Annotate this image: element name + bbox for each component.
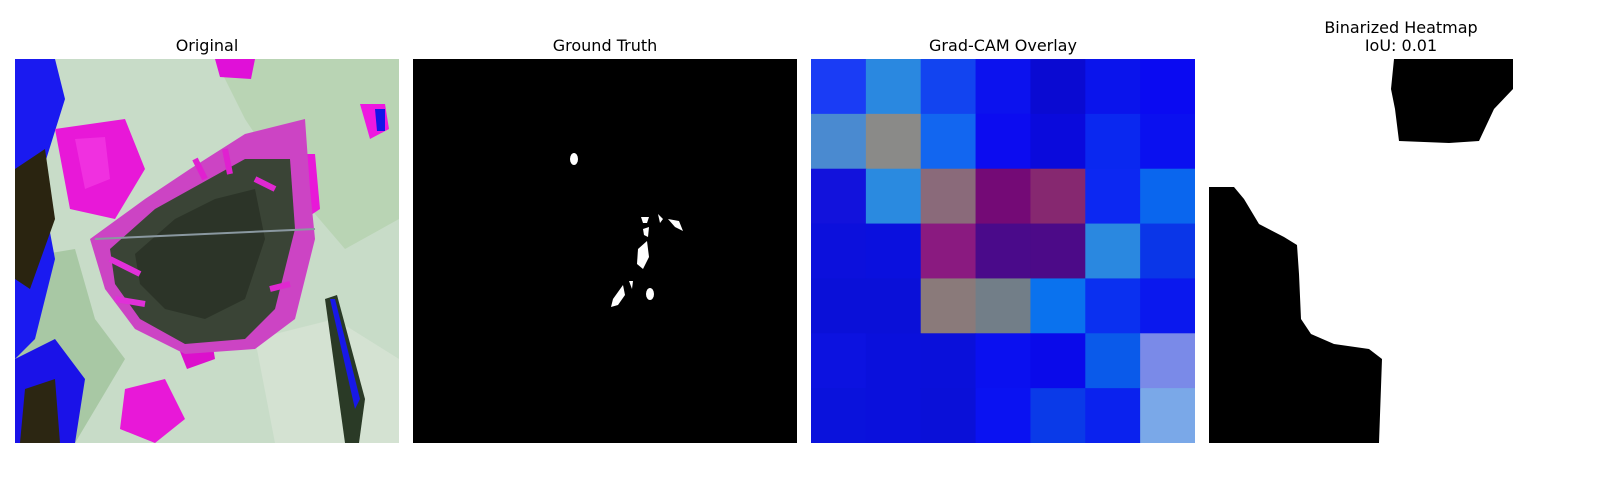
gradcam-cell [1140,168,1195,225]
gradcam-cell [975,168,1031,225]
gradcam-cell [865,223,922,279]
gradcam-cell [920,168,977,225]
gradcam-cell [811,388,867,443]
gradcam-cell [1140,59,1195,115]
binarized-heatmap [1209,59,1593,443]
gradcam-cell [811,278,867,334]
gradcam-cell [975,223,1031,279]
gradcam-cell [865,388,922,443]
gradcam-cell [1140,388,1195,443]
original-image [15,59,399,443]
gradcam-cell [1085,223,1141,279]
gradcam-cell [1085,278,1141,334]
gradcam-cell [975,388,1031,443]
ground-truth-mask [413,59,797,443]
gradcam-cell [811,333,867,389]
gradcam-cell [1030,59,1086,115]
gradcam-cell [865,278,922,334]
gradcam-cell [1140,113,1195,170]
gradcam-cell [920,59,977,115]
gradcam-cell [975,59,1031,115]
gradcam-cell [975,113,1031,170]
gradcam-cell [865,59,922,115]
gradcam-cell [865,168,922,225]
gradcam-cell [811,113,867,170]
gradcam-cell [811,223,867,279]
gradcam-cell [1085,113,1141,170]
gradcam-cell [1140,333,1195,389]
panel-binarized: Binarized Heatmap IoU: 0.01 [1209,0,1593,500]
iou-label: IoU: 0.01 [1364,36,1438,55]
gradcam-cell [920,113,977,170]
gradcam-cell [865,333,922,389]
gradcam-cell [1030,168,1086,225]
gradcam-cell [1085,59,1141,115]
panel-gradcam: Grad-CAM Overlay [811,0,1195,500]
gradcam-cell [920,223,977,279]
gradcam-cell [920,278,977,334]
gradcam-cell [1030,223,1086,279]
gradcam-cell [975,278,1031,334]
gradcam-cell [1030,278,1086,334]
gradcam-cell [811,59,867,115]
gradcam-cell [1030,113,1086,170]
gradcam-cell [1085,388,1141,443]
gradcam-cell [1140,278,1195,334]
gradcam-overlay [811,59,1195,443]
gradcam-cell [920,388,977,443]
gradcam-cell [1140,223,1195,279]
gradcam-cell [865,113,922,170]
gradcam-cell [1085,333,1141,389]
gradcam-cell [1085,168,1141,225]
panel-title-binarized: Binarized Heatmap [1324,18,1478,37]
panel-title-gradcam: Grad-CAM Overlay [929,36,1077,55]
gradcam-cell [975,333,1031,389]
gradcam-cell [1030,388,1086,443]
gradcam-cell [811,168,867,225]
panel-ground-truth: Ground Truth [413,0,797,500]
panel-title-ground-truth: Ground Truth [552,36,658,55]
panel-title-original: Original [175,36,239,55]
gradcam-cell [1030,333,1086,389]
panel-original: Original [15,0,399,500]
gradcam-cell [920,333,977,389]
